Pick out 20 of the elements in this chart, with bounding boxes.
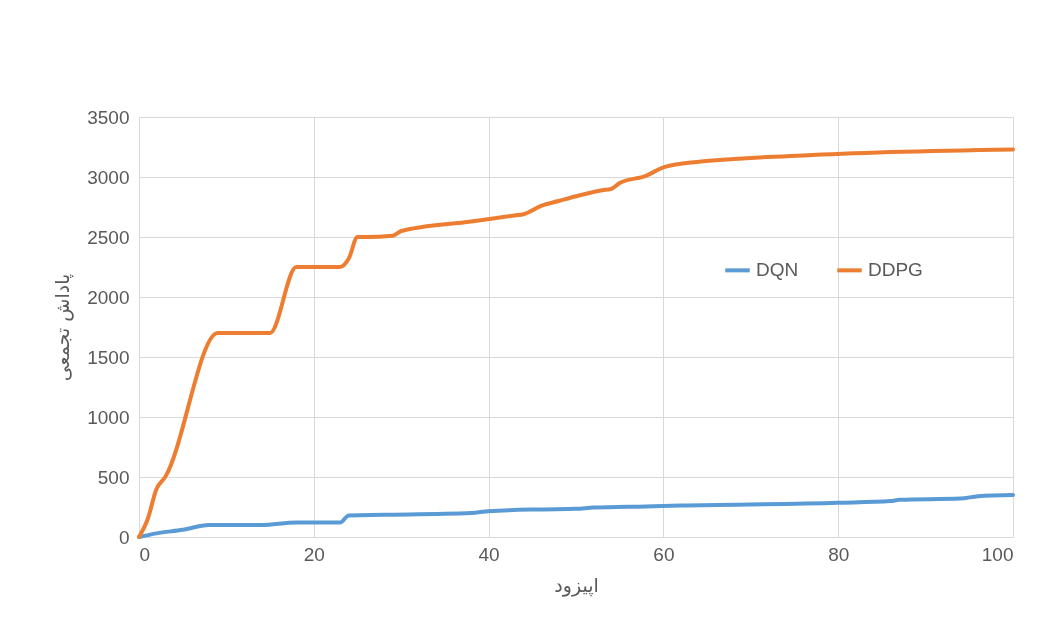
legend-label: DQN bbox=[756, 259, 799, 281]
x-tick-label: 20 bbox=[303, 543, 325, 565]
y-tick-label: 500 bbox=[97, 466, 130, 488]
y-tick-label: 1000 bbox=[87, 406, 130, 428]
y-tick-label: 2000 bbox=[87, 286, 130, 308]
y-tick-label: 3000 bbox=[87, 166, 130, 188]
x-tick-label: 0 bbox=[139, 543, 151, 565]
x-axis-title: اپیزود bbox=[554, 573, 599, 597]
line-series bbox=[137, 493, 1015, 539]
x-tick-label: 100 bbox=[981, 543, 1014, 565]
x-tick-label: 60 bbox=[653, 543, 675, 565]
y-tick-label: 3500 bbox=[87, 106, 130, 128]
x-tick-label: 40 bbox=[478, 543, 500, 565]
x-tick-label: 80 bbox=[828, 543, 850, 565]
y-tick-label: 2500 bbox=[87, 226, 130, 248]
line-series bbox=[137, 147, 1015, 539]
y-tick-label: 0 bbox=[118, 526, 130, 548]
y-tick-label: 1500 bbox=[87, 346, 130, 368]
legend-label: DDPG bbox=[868, 259, 923, 281]
y-axis-title: پاداش تجمعی bbox=[51, 273, 75, 382]
